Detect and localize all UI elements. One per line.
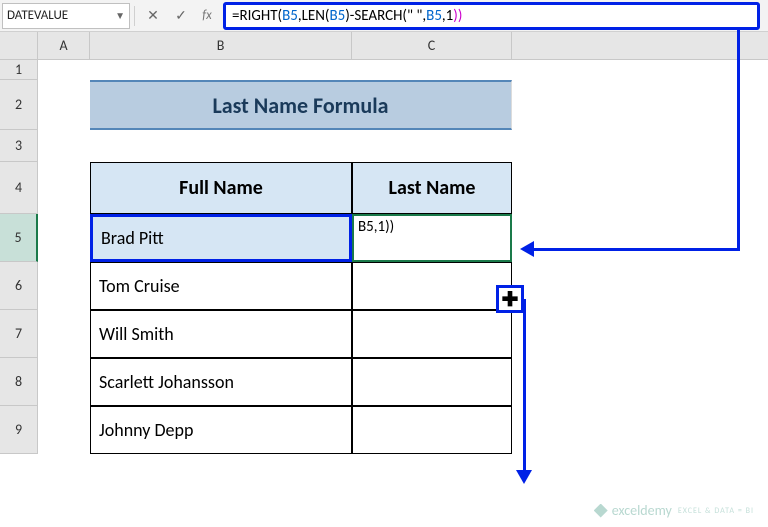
grid-body: 123456789 Last Name Formula Full NameLast… bbox=[0, 60, 768, 454]
table-row: Scarlett Johansson bbox=[90, 358, 352, 406]
editing-cell-c5[interactable]: B5,1)) bbox=[352, 214, 512, 262]
table-row[interactable] bbox=[352, 310, 512, 358]
column-header-A[interactable]: A bbox=[38, 32, 90, 59]
cancel-button[interactable]: ✕ bbox=[139, 3, 167, 29]
row-header-6[interactable]: 6 bbox=[0, 262, 38, 310]
fill-handle-icon: ✚ bbox=[502, 287, 519, 312]
annotation-arrow bbox=[532, 248, 740, 251]
row-headers: 123456789 bbox=[0, 60, 38, 454]
watermark-sub: EXCEL & DATA = BI bbox=[678, 506, 754, 516]
row-header-9[interactable]: 9 bbox=[0, 406, 38, 454]
column-headers: ABC bbox=[0, 32, 768, 60]
watermark-brand: exceldemy bbox=[612, 502, 672, 519]
separator bbox=[134, 6, 135, 26]
annotation-arrow-head bbox=[520, 241, 534, 257]
formula-token: B5 bbox=[426, 7, 442, 25]
fill-handle-callout: ✚ bbox=[496, 285, 524, 313]
table-row: Johnny Depp bbox=[90, 406, 352, 454]
table-row: Tom Cruise bbox=[90, 262, 352, 310]
formula-token: ,LEN( bbox=[298, 7, 330, 25]
annotation-arrow bbox=[737, 30, 740, 250]
header-full-name: Full Name bbox=[90, 162, 352, 214]
name-box-value: DATEVALUE bbox=[7, 8, 68, 23]
cells-area[interactable]: Last Name Formula Full NameLast NameBrad … bbox=[38, 60, 768, 454]
row-header-7[interactable]: 7 bbox=[0, 310, 38, 358]
column-header-B[interactable]: B bbox=[90, 32, 352, 59]
row-header-8[interactable]: 8 bbox=[0, 358, 38, 406]
name-box[interactable]: DATEVALUE ▼ bbox=[2, 3, 130, 29]
formula-input[interactable]: =RIGHT(B5,LEN(B5)-SEARCH(" ",B5,1)) bbox=[223, 2, 760, 30]
formula-token: B5 bbox=[329, 7, 345, 25]
formula-token: ,1 bbox=[442, 7, 453, 25]
formula-token: =RIGHT( bbox=[232, 7, 282, 25]
title-cell: Last Name Formula bbox=[90, 80, 512, 130]
watermark-icon bbox=[594, 504, 608, 518]
enter-button[interactable]: ✓ bbox=[167, 3, 195, 29]
row-header-5[interactable]: 5 bbox=[0, 214, 38, 262]
table-row[interactable] bbox=[352, 262, 512, 310]
column-header-C[interactable]: C bbox=[352, 32, 512, 59]
select-all-corner[interactable] bbox=[0, 32, 38, 59]
annotation-arrow bbox=[523, 299, 526, 474]
watermark: exceldemy EXCEL & DATA = BI bbox=[594, 502, 754, 519]
row-header-3[interactable]: 3 bbox=[0, 130, 38, 162]
selected-cell-b5[interactable]: Brad Pitt bbox=[90, 214, 352, 262]
formula-bar: DATEVALUE ▼ ✕ ✓ fx =RIGHT(B5,LEN(B5)-SEA… bbox=[0, 0, 768, 32]
table-row[interactable] bbox=[352, 406, 512, 454]
table-row: Will Smith bbox=[90, 310, 352, 358]
fx-icon[interactable]: fx bbox=[195, 8, 219, 23]
formula-token: B5 bbox=[282, 7, 298, 25]
row-header-1[interactable]: 1 bbox=[0, 60, 38, 80]
row-header-2[interactable]: 2 bbox=[0, 80, 38, 130]
name-box-dropdown-icon[interactable]: ▼ bbox=[115, 9, 125, 22]
formula-token: )-SEARCH(" ", bbox=[345, 7, 426, 25]
annotation-arrow-head bbox=[516, 470, 532, 484]
row-header-4[interactable]: 4 bbox=[0, 162, 38, 214]
header-last-name: Last Name bbox=[352, 162, 512, 214]
formula-token: )) bbox=[453, 7, 462, 25]
table-row[interactable] bbox=[352, 358, 512, 406]
